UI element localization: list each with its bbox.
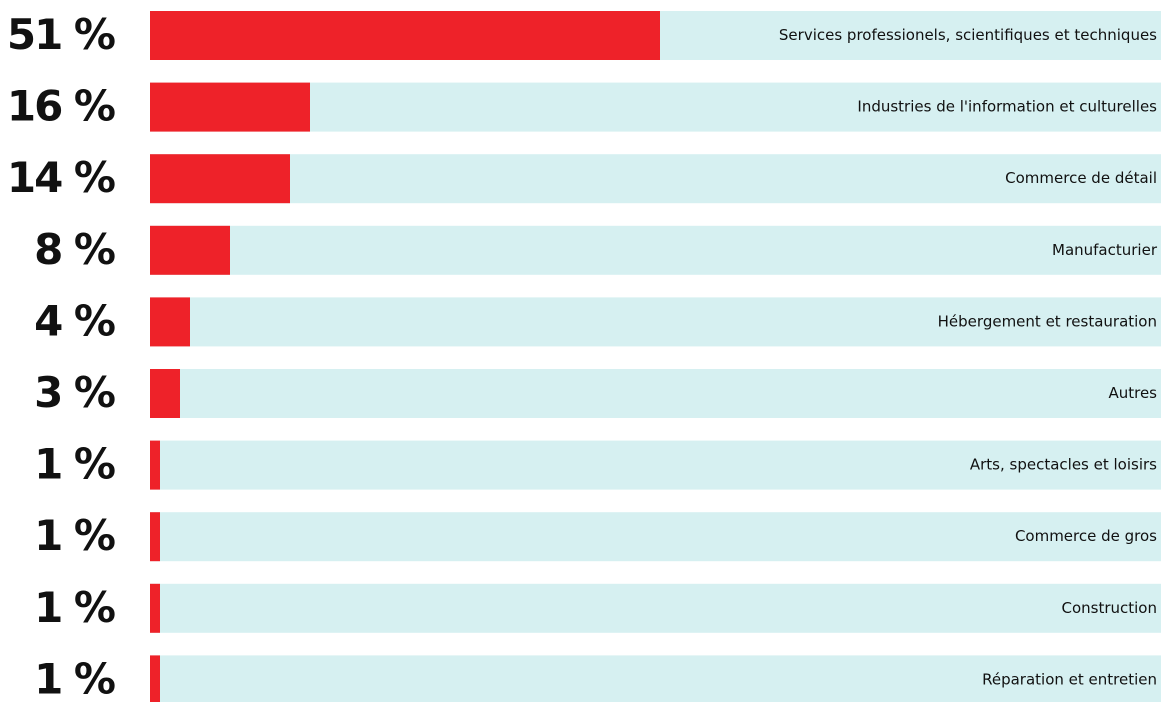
bar-track xyxy=(150,583,1161,633)
bar xyxy=(150,11,660,60)
bar-track xyxy=(150,82,1161,132)
value-label: 16 % xyxy=(7,82,115,131)
value-label: 51 % xyxy=(7,10,115,59)
value-label: 14 % xyxy=(7,153,115,202)
bar-track xyxy=(150,154,1161,204)
value-label: 1 % xyxy=(34,583,115,632)
bar-track xyxy=(150,655,1161,702)
value-label: 1 % xyxy=(34,511,115,560)
bar xyxy=(150,369,180,418)
category-label: Arts, spectacles et loisirs xyxy=(970,456,1157,474)
category-label: Industries de l'information et culturell… xyxy=(857,98,1157,116)
category-label: Hébergement et restauration xyxy=(938,312,1157,330)
bar-track xyxy=(150,297,1161,347)
category-label: Services professionels, scientifiques et… xyxy=(779,26,1157,44)
value-label: 1 % xyxy=(34,654,115,702)
bar xyxy=(150,512,160,562)
bar-track xyxy=(150,369,1161,418)
category-label: Manufacturier xyxy=(1052,241,1158,259)
bar xyxy=(150,297,190,347)
bar xyxy=(150,154,290,204)
value-label: 3 % xyxy=(34,368,115,417)
category-label: Commerce de détail xyxy=(1005,169,1157,187)
bar-track xyxy=(150,512,1161,562)
bar xyxy=(150,583,160,633)
value-label: 4 % xyxy=(34,296,115,345)
category-label: Réparation et entretien xyxy=(982,670,1157,688)
bar-track xyxy=(150,225,1161,275)
category-label: Construction xyxy=(1061,599,1157,617)
bar-track xyxy=(150,440,1161,490)
value-label: 1 % xyxy=(34,440,115,489)
bar xyxy=(150,440,160,490)
bar xyxy=(150,225,230,275)
bar xyxy=(150,655,160,702)
category-label: Commerce de gros xyxy=(1015,527,1157,545)
category-label: Autres xyxy=(1108,384,1157,402)
bar xyxy=(150,82,310,132)
value-label: 8 % xyxy=(34,225,115,274)
